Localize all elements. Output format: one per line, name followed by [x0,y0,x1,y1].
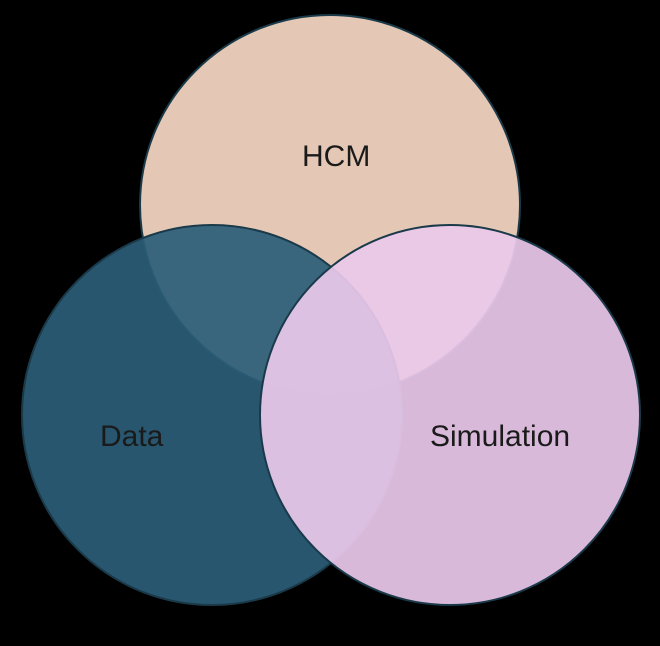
circle-right [260,225,640,605]
venn-svg [0,0,660,641]
label-right: Simulation [430,420,570,454]
label-left: Data [100,420,163,454]
venn-diagram: HCM Data Simulation [0,0,660,641]
label-top: HCM [302,140,370,174]
circle-right-group [260,225,640,605]
